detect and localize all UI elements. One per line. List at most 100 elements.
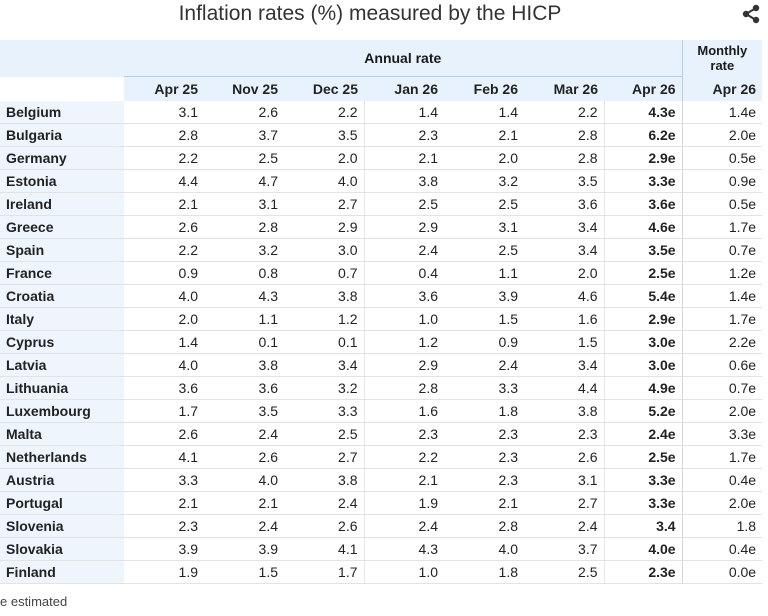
value-cell: 2.8 xyxy=(524,146,604,170)
country-cell: Finland xyxy=(0,560,124,584)
value-cell: 1.7e xyxy=(681,445,763,469)
value-cell: 3.6 xyxy=(524,192,604,216)
value-cell: 3.1 xyxy=(444,215,524,239)
value-cell: 3.8 xyxy=(363,169,444,193)
value-cell: 2.8 xyxy=(124,123,204,147)
value-cell: 3.3 xyxy=(444,376,524,400)
table-row: Portugal 2.1 2.1 2.4 1.9 2.1 2.7 3.3e 2.0e xyxy=(0,491,763,515)
value-cell: 2.1 xyxy=(444,123,524,147)
value-cell: 2.9 xyxy=(284,215,364,239)
value-cell: 2.2 xyxy=(124,238,204,262)
value-cell: 1.6 xyxy=(524,307,604,331)
value-cell: 3.8 xyxy=(204,353,284,377)
value-cell: 2.4 xyxy=(284,491,364,515)
value-cell: 3.4 xyxy=(524,353,604,377)
value-cell: 2.6 xyxy=(204,101,284,124)
country-cell: Luxembourg xyxy=(0,399,124,423)
value-cell: 1.5 xyxy=(204,560,284,584)
value-cell: 2.4 xyxy=(204,514,284,538)
value-cell: 3.1 xyxy=(124,101,204,124)
value-cell: 4.0 xyxy=(124,353,204,377)
value-cell: 4.0 xyxy=(284,169,364,193)
value-cell: 2.1 xyxy=(204,491,284,515)
value-cell: 2.0 xyxy=(444,146,524,170)
value-cell: 3.3e xyxy=(603,169,683,193)
table-row: Netherlands 4.1 2.6 2.7 2.2 2.3 2.6 2.5e 1.7e xyxy=(0,445,763,469)
value-cell: 2.3e xyxy=(603,560,683,584)
monthly-rate-header-line1: Monthly xyxy=(697,43,748,59)
value-cell: 1.7e xyxy=(681,307,763,331)
column-header: Nov 25 xyxy=(204,76,284,101)
column-header: Apr 26 xyxy=(681,76,763,101)
table-row: Malta 2.6 2.4 2.5 2.3 2.3 2.3 2.4e 3.3e xyxy=(0,422,763,446)
table-row: Ireland 2.1 3.1 2.7 2.5 2.5 3.6 3.6e 0.5e xyxy=(0,192,763,216)
value-cell: 1.9 xyxy=(363,491,444,515)
value-cell: 2.0 xyxy=(524,261,604,285)
value-cell: 3.0e xyxy=(603,353,683,377)
value-cell: 3.4 xyxy=(524,238,604,262)
table-row: Latvia 4.0 3.8 3.4 2.9 2.4 3.4 3.0e 0.6e xyxy=(0,353,763,377)
country-cell: Croatia xyxy=(0,284,124,308)
value-cell: 0.7e xyxy=(681,376,763,400)
value-cell: 2.6 xyxy=(524,445,604,469)
country-cell: Portugal xyxy=(0,491,124,515)
country-cell: Germany xyxy=(0,146,124,170)
table-row: Austria 3.3 4.0 3.8 2.1 2.3 3.1 3.3e 0.4e xyxy=(0,468,763,492)
value-cell: 3.3e xyxy=(603,491,683,515)
value-cell: 2.6 xyxy=(284,514,364,538)
value-cell: 3.5e xyxy=(603,238,683,262)
country-cell: Italy xyxy=(0,307,124,331)
value-cell: 0.6e xyxy=(681,353,763,377)
share-icon[interactable] xyxy=(740,4,762,24)
table-row: Cyprus 1.4 0.1 0.1 1.2 0.9 1.5 3.0e 2.2e xyxy=(0,330,763,354)
value-cell: 2.9 xyxy=(363,215,444,239)
country-cell: Greece xyxy=(0,215,124,239)
value-cell: 2.4e xyxy=(603,422,683,446)
value-cell: 4.6e xyxy=(603,215,683,239)
value-cell: 2.5 xyxy=(524,560,604,584)
value-cell: 4.0e xyxy=(603,537,683,561)
country-cell: Ireland xyxy=(0,192,124,216)
value-cell: 0.9e xyxy=(681,169,763,193)
value-cell: 3.6 xyxy=(363,284,444,308)
value-cell: 1.4 xyxy=(124,330,204,354)
value-cell: 2.1 xyxy=(124,192,204,216)
value-cell: 2.5e xyxy=(603,445,683,469)
value-cell: 1.8 xyxy=(444,399,524,423)
value-cell: 1.5 xyxy=(524,330,604,354)
country-cell: Malta xyxy=(0,422,124,446)
table-row: Slovakia 3.9 3.9 4.1 4.3 4.0 3.7 4.0e 0.4e xyxy=(0,537,763,561)
value-cell: 1.8 xyxy=(681,514,763,538)
value-cell: 3.8 xyxy=(284,468,364,492)
value-cell: 1.2 xyxy=(284,307,364,331)
value-cell: 5.4e xyxy=(603,284,683,308)
value-cell: 2.1 xyxy=(363,468,444,492)
table-row: Bulgaria 2.8 3.7 3.5 2.3 2.1 2.8 6.2e 2.0e xyxy=(0,123,763,147)
value-cell: 3.3e xyxy=(681,422,763,446)
value-cell: 4.1 xyxy=(284,537,364,561)
value-cell: 1.4 xyxy=(363,101,444,124)
value-cell: 2.3 xyxy=(363,422,444,446)
value-cell: 2.0e xyxy=(681,399,763,423)
country-cell: Spain xyxy=(0,238,124,262)
table-row: Estonia 4.4 4.7 4.0 3.8 3.2 3.5 3.3e 0.9e xyxy=(0,169,763,193)
value-cell: 3.2 xyxy=(204,238,284,262)
value-cell: 2.9e xyxy=(603,146,683,170)
column-header: Feb 26 xyxy=(444,76,524,101)
table-row: Italy 2.0 1.1 1.2 1.0 1.5 1.6 2.9e 1.7e xyxy=(0,307,763,331)
value-cell: 2.4 xyxy=(444,353,524,377)
table-row: Finland 1.9 1.5 1.7 1.0 1.8 2.5 2.3e 0.0e xyxy=(0,560,763,584)
value-cell: 1.6 xyxy=(363,399,444,423)
country-cell: Estonia xyxy=(0,169,124,193)
value-cell: 4.3 xyxy=(204,284,284,308)
value-cell: 0.9 xyxy=(444,330,524,354)
value-cell: 1.1 xyxy=(444,261,524,285)
value-cell: 2.2 xyxy=(284,101,364,124)
value-cell: 2.9 xyxy=(363,353,444,377)
value-cell: 3.2 xyxy=(444,169,524,193)
value-cell: 3.6 xyxy=(204,376,284,400)
value-cell: 3.9 xyxy=(124,537,204,561)
value-cell: 3.1 xyxy=(204,192,284,216)
value-cell: 4.4 xyxy=(124,169,204,193)
value-cell: 1.2e xyxy=(681,261,763,285)
